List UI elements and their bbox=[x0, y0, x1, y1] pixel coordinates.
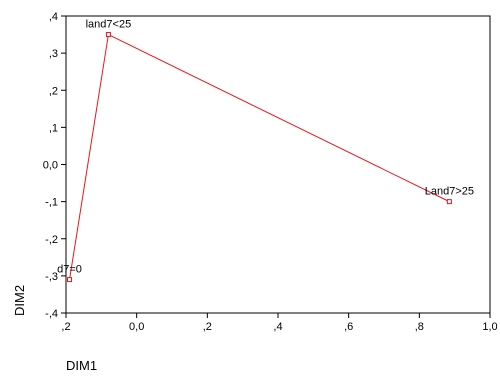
x-tick-label: ,4 bbox=[273, 321, 282, 333]
data-label: Land7>25 bbox=[425, 186, 474, 198]
x-tick-label: 1,0 bbox=[482, 321, 497, 333]
series-layer: d7=0 land7<25 Land7>25 bbox=[57, 19, 474, 283]
y-tick-label: -,3 bbox=[45, 271, 58, 283]
y-tick-label: ,3 bbox=[49, 48, 58, 60]
y-tick-label: -,4 bbox=[45, 308, 58, 320]
y-tick-label: -,1 bbox=[45, 197, 58, 209]
x-tick-label: ,6 bbox=[344, 321, 353, 333]
data-point bbox=[105, 32, 111, 38]
x-axis-title: DIM1 bbox=[66, 358, 97, 373]
plot-border bbox=[65, 15, 491, 314]
data-label: land7<25 bbox=[86, 19, 132, 31]
y-axis: ,4 ,3 ,2 ,1 0,0 -,1 -,2 -,3 -,4 bbox=[43, 11, 66, 320]
y-tick-label: ,4 bbox=[49, 11, 58, 23]
y-axis-title: DIM2 bbox=[12, 285, 27, 316]
x-tick-label: ,8 bbox=[415, 321, 424, 333]
y-tick-label: ,1 bbox=[49, 122, 58, 134]
series-line bbox=[69, 33, 450, 280]
x-tick-label: 0,0 bbox=[129, 321, 144, 333]
x-tick-label: ,2 bbox=[61, 321, 70, 333]
data-point bbox=[67, 277, 73, 283]
y-tick-label: 0,0 bbox=[43, 160, 58, 172]
data-point bbox=[446, 199, 452, 205]
x-axis: ,2 0,0 ,2 ,4 ,6 ,8 1,0 bbox=[61, 313, 498, 333]
x-tick-label: ,2 bbox=[203, 321, 212, 333]
data-label: d7=0 bbox=[57, 264, 82, 276]
plot-area bbox=[65, 15, 491, 314]
y-tick-label: ,2 bbox=[49, 85, 58, 97]
y-tick-label: -,2 bbox=[45, 234, 58, 246]
